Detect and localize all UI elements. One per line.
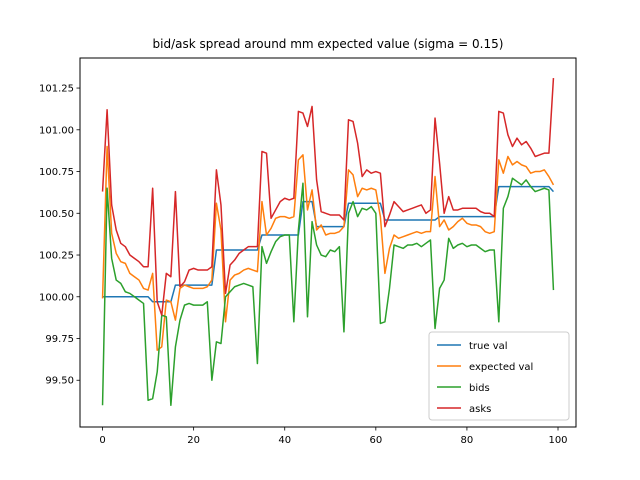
legend-box (428, 331, 570, 421)
x-axis: 0 20 40 60 80 100 (99, 427, 568, 446)
legend-label: true val (469, 341, 508, 352)
y-tick-label: 100.25 (39, 251, 74, 262)
y-tick-label: 99.50 (45, 376, 74, 387)
y-tick-label: 100.00 (39, 292, 74, 303)
legend: true val expected val bids asks (428, 331, 570, 421)
x-tick-label: 40 (278, 435, 291, 446)
x-tick-label: 0 (99, 435, 105, 446)
series-line-expected-val (101, 145, 555, 351)
y-tick-label: 101.00 (39, 125, 74, 136)
y-tick-label: 100.75 (39, 167, 74, 178)
y-tick-label: 101.25 (39, 84, 74, 95)
x-tick-label: 60 (369, 435, 382, 446)
x-tick-label: 100 (548, 435, 567, 446)
y-tick-label: 100.50 (39, 209, 74, 220)
series-layer (101, 77, 555, 407)
x-tick-label: 80 (461, 435, 474, 446)
series-line-bids (101, 177, 555, 407)
chart-title: bid/ask spread around mm expected value … (153, 37, 504, 51)
series-line-asks (101, 77, 555, 316)
y-axis: 99.50 99.75 100.00 100.25 100.50 100.75 101.00… (39, 84, 80, 387)
plot-area-frame (79, 57, 577, 428)
legend-label: expected val (469, 362, 533, 373)
legend-label: bids (469, 383, 490, 394)
x-tick-label: 20 (187, 435, 200, 446)
legend-label: asks (469, 404, 491, 415)
y-tick-label: 99.75 (45, 334, 74, 345)
